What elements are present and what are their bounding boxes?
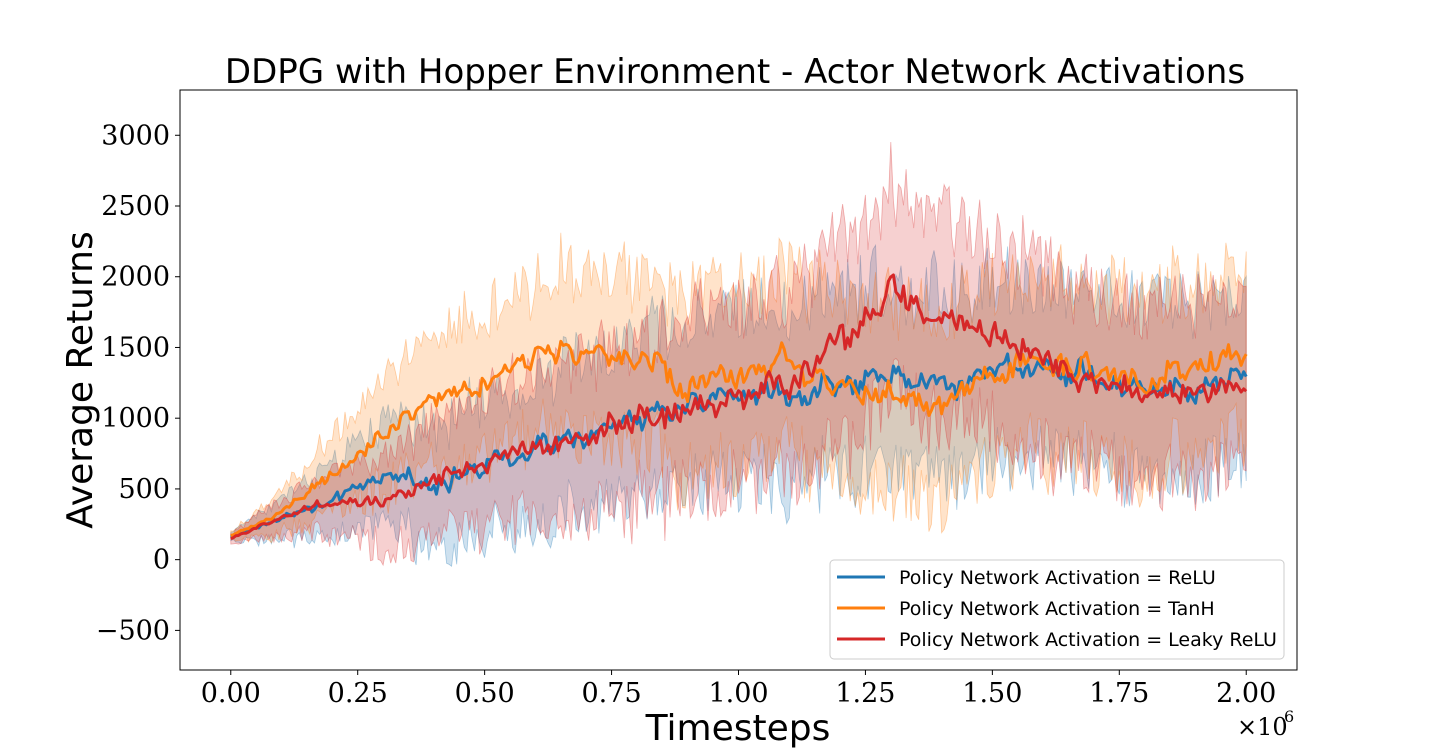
series-lines bbox=[230, 273, 1248, 541]
legend-box bbox=[829, 559, 1285, 660]
y-tick-label: 0 bbox=[153, 545, 170, 576]
x-axis: 0.00 0.25 0.50 0.75 1.00 1.25 1.50 1.75 2.00 bbox=[201, 670, 1276, 709]
x-tick-label: 0.25 bbox=[328, 678, 388, 709]
y-tick-label: 2500 bbox=[101, 191, 170, 222]
y-tick-label: −500 bbox=[96, 615, 170, 646]
y-tick-label: 1500 bbox=[101, 332, 170, 363]
series-line-2 bbox=[230, 339, 1248, 538]
x-tick-label: 1.75 bbox=[1089, 678, 1149, 709]
x-tick-label: 0.75 bbox=[582, 678, 642, 709]
y-axis: −500 0 500 1000 1500 2000 2500 3000 bbox=[96, 120, 180, 646]
legend-label: Policy Network Activation = ReLU bbox=[899, 567, 1216, 589]
x-tick-label: 1.50 bbox=[962, 678, 1022, 709]
legend: Policy Network Activation = ReLU Policy N… bbox=[829, 559, 1285, 660]
x-multiplier-exponent: 6 bbox=[1284, 707, 1294, 726]
y-tick-label: 3000 bbox=[101, 120, 170, 151]
y-axis-label: Average Returns bbox=[60, 231, 101, 529]
x-tick-label: 0.00 bbox=[201, 678, 261, 709]
x-multiplier: ×10 6 bbox=[1237, 707, 1294, 741]
band-3 bbox=[230, 141, 1247, 567]
y-tick-label: 1000 bbox=[101, 403, 170, 434]
series-line-3 bbox=[230, 273, 1248, 541]
series-line-1 bbox=[230, 352, 1248, 539]
x-tick-label: 2.00 bbox=[1216, 678, 1276, 709]
x-tick-label: 0.50 bbox=[455, 678, 515, 709]
legend-label: Policy Network Activation = Leaky ReLU bbox=[899, 629, 1277, 651]
y-tick-label: 500 bbox=[118, 474, 170, 505]
legend-label: Policy Network Activation = TanH bbox=[899, 598, 1215, 620]
x-multiplier-base: ×10 bbox=[1237, 713, 1288, 741]
chart-title: DDPG with Hopper Environment - Actor Net… bbox=[225, 52, 1245, 92]
x-tick-label: 1.25 bbox=[835, 678, 895, 709]
x-axis-label: Timesteps bbox=[645, 708, 831, 749]
band-2 bbox=[230, 232, 1247, 544]
x-tick-label: 1.00 bbox=[708, 678, 768, 709]
y-tick-label: 2000 bbox=[101, 262, 170, 293]
confidence-bands bbox=[230, 141, 1247, 568]
